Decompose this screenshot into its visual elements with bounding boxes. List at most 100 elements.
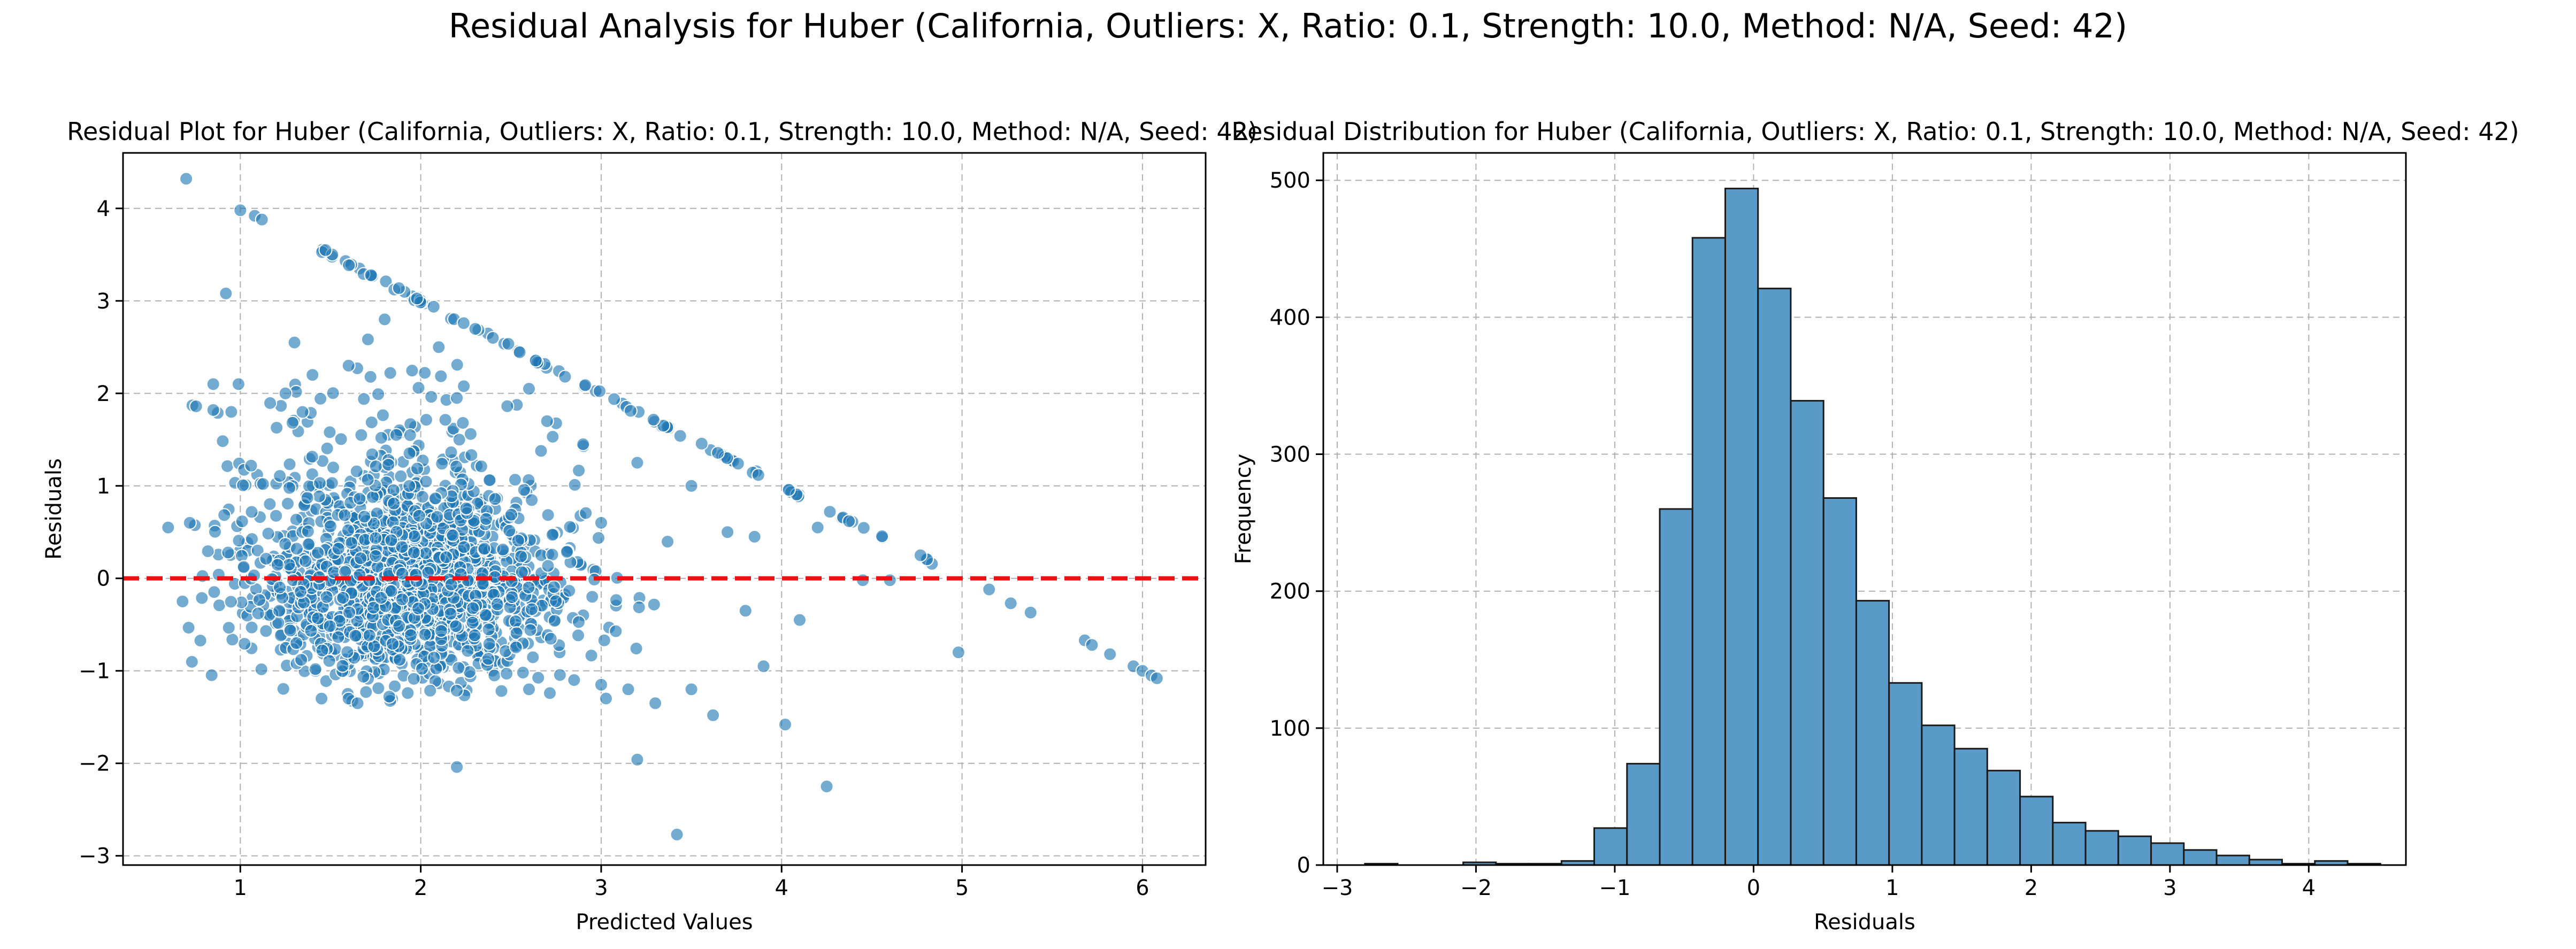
- scatter-point: [496, 542, 510, 557]
- scatter-point: [195, 569, 210, 583]
- scatter-point: [285, 415, 300, 430]
- scatter-point: [466, 601, 480, 615]
- scatter-point: [395, 592, 409, 607]
- scatter-point: [1085, 638, 1099, 652]
- scatter-point: [490, 597, 504, 612]
- scatter-point: [315, 691, 329, 706]
- scatter-point: [648, 696, 663, 711]
- scatter-point: [579, 506, 593, 520]
- scatter-point: [500, 667, 514, 681]
- scatter-point: [468, 322, 482, 336]
- scatter-point: [323, 619, 337, 634]
- scatter-point: [547, 580, 561, 595]
- scatter-point: [594, 515, 608, 530]
- scatter-point: [523, 623, 538, 637]
- scatter-point: [621, 682, 635, 697]
- scatter-point: [393, 653, 407, 667]
- scatter-point: [352, 491, 367, 506]
- histogram-bar: [1986, 769, 2021, 866]
- scatter-point: [525, 602, 539, 616]
- scatter-point: [311, 611, 325, 626]
- scatter-point: [341, 523, 355, 537]
- scatter-point: [236, 478, 250, 492]
- scatter-point: [553, 668, 567, 682]
- scatter-point: [412, 508, 426, 523]
- scatter-point: [338, 508, 352, 522]
- scatter-point: [349, 464, 364, 479]
- scatter-point: [371, 387, 386, 402]
- scatter-point: [516, 666, 530, 680]
- scatter-point: [543, 631, 558, 646]
- scatter-point: [781, 483, 796, 497]
- scatter-point: [823, 505, 837, 519]
- scatter-point: [592, 531, 605, 545]
- scatter-point: [793, 613, 807, 627]
- scatter-point: [364, 268, 378, 282]
- scatter-point: [819, 780, 834, 793]
- scatter-point: [304, 623, 318, 638]
- scatter-point: [546, 429, 560, 444]
- scatter-point: [392, 281, 406, 295]
- scatter-point: [392, 619, 407, 633]
- scatter-point: [313, 476, 327, 490]
- scatter-point: [325, 476, 339, 490]
- scatter-point: [354, 428, 369, 442]
- scatter-point: [259, 624, 273, 638]
- scatter-point: [195, 591, 209, 605]
- scatter-point: [567, 673, 581, 687]
- scatter-point: [502, 523, 517, 538]
- scatter-ytick-label: 3: [97, 289, 110, 314]
- scatter-point: [449, 683, 464, 698]
- histogram-ytick-label: 0: [1297, 853, 1310, 878]
- scatter-point: [282, 481, 296, 495]
- scatter-xtick-label: 6: [1136, 876, 1149, 900]
- scatter-point: [450, 358, 464, 372]
- scatter-point: [363, 369, 378, 384]
- residual-histogram-xlabel: Residuals: [1814, 910, 1915, 935]
- scatter-point: [224, 405, 239, 419]
- scatter-point: [456, 416, 470, 430]
- scatter-point: [236, 560, 251, 574]
- scatter-point: [384, 533, 398, 547]
- scatter-point: [273, 469, 287, 483]
- scatter-point: [208, 524, 222, 539]
- scatter-point: [511, 534, 525, 548]
- scatter-ytick-label: 0: [97, 567, 110, 591]
- scatter-point: [418, 546, 433, 560]
- scatter-point: [278, 386, 293, 400]
- scatter-point: [514, 549, 528, 564]
- scatter-point: [541, 508, 555, 522]
- scatter-ytick-label: 2: [97, 382, 110, 406]
- scatter-point: [161, 520, 175, 535]
- scatter-ytick-label: −3: [79, 844, 110, 869]
- residual-histogram-panel: Residual Distribution for Huber (Califor…: [1231, 117, 2519, 935]
- scatter-point: [395, 540, 409, 554]
- scatter-point: [522, 682, 536, 697]
- scatter-point: [435, 457, 449, 471]
- scatter-point: [810, 520, 825, 535]
- scatter-point: [378, 312, 392, 327]
- scatter-point: [401, 686, 415, 700]
- scatter-point: [481, 652, 495, 666]
- scatter-point: [289, 542, 304, 556]
- scatter-point: [411, 381, 426, 395]
- scatter-point: [326, 460, 340, 475]
- scatter-ytick-label: −1: [79, 659, 110, 684]
- scatter-point: [465, 615, 480, 630]
- scatter-point: [444, 577, 458, 592]
- scatter-point: [235, 514, 249, 529]
- scatter-point: [451, 661, 466, 675]
- scatter-point: [1023, 605, 1038, 620]
- scatter-point: [407, 545, 421, 560]
- histogram-bar: [1888, 682, 1923, 866]
- scatter-point: [875, 529, 890, 543]
- scatter-point: [220, 459, 235, 473]
- scatter-point: [381, 458, 396, 472]
- scatter-point: [541, 559, 555, 573]
- scatter-point: [269, 508, 283, 523]
- scatter-point: [331, 630, 346, 644]
- scatter-point: [251, 606, 265, 621]
- scatter-point: [402, 446, 417, 460]
- scatter-point: [444, 445, 458, 459]
